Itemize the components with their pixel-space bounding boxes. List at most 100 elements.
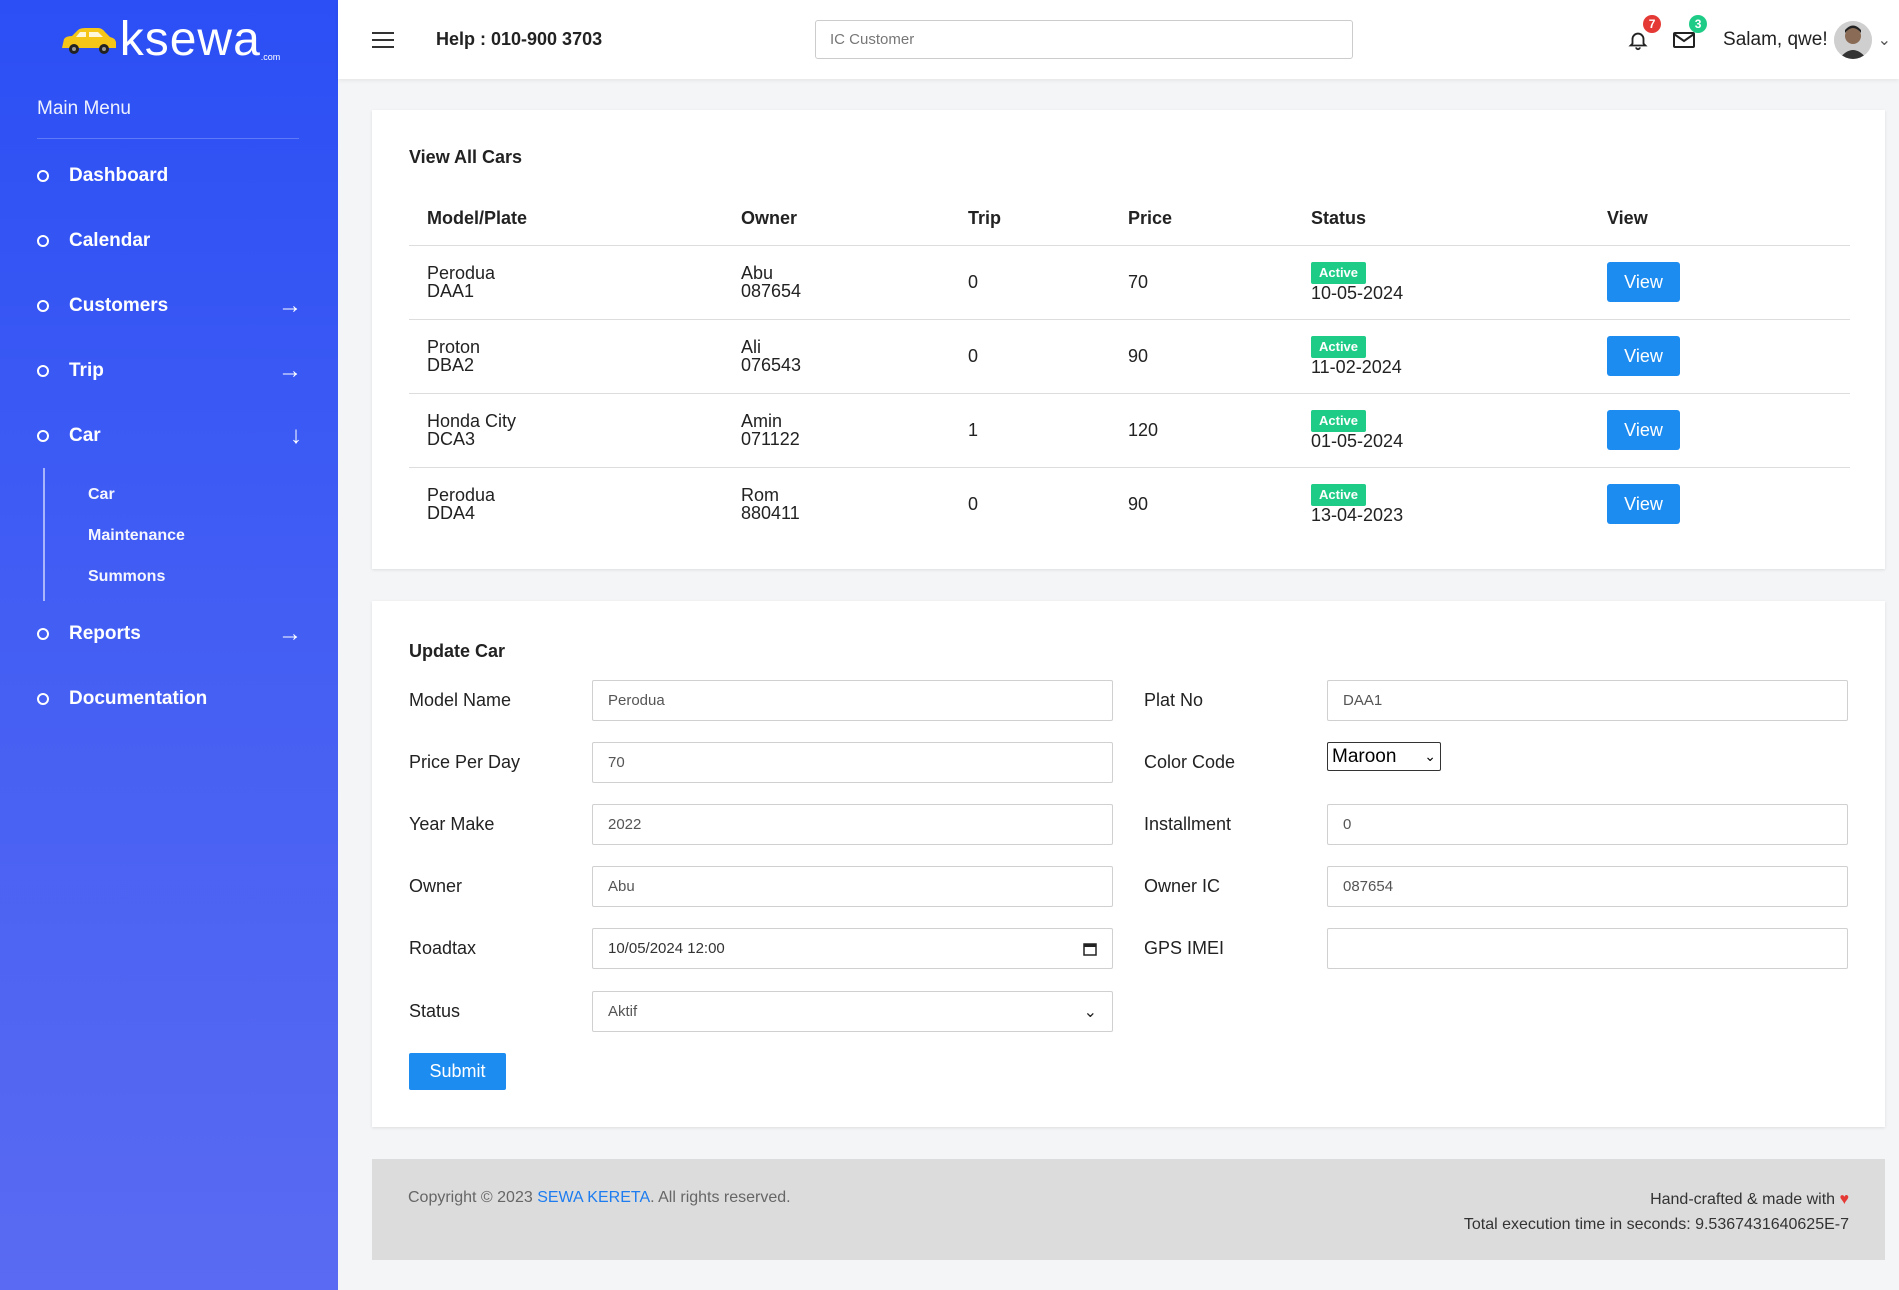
trip-cell: 0 (968, 494, 979, 515)
owner-field[interactable]: Abu (592, 866, 1113, 907)
avatar[interactable] (1833, 20, 1872, 59)
circle-icon (37, 299, 49, 312)
owner-cell: Amin 071122 (723, 393, 950, 468)
circle-icon (37, 627, 49, 640)
messages-button[interactable]: 3 (1669, 14, 1708, 55)
sidebar-item-label: Car (69, 424, 101, 446)
sidebar-item-label: Trip (69, 359, 104, 381)
table-row: Proton DBA2 Ali 076543 0 90 Active 11-02-20… (409, 319, 1850, 394)
status-select[interactable]: Aktif ⌄ (592, 991, 1113, 1032)
year-make-label: Year Make (409, 814, 495, 834)
notifications-button[interactable]: 7 (1623, 14, 1662, 55)
owner-ic: 076543 (741, 355, 802, 375)
main-nav: Dashboard Calendar Customers → Trip → Ca… (0, 143, 338, 731)
model-name-label: Model Name (409, 690, 512, 710)
status-label: Status (409, 1001, 461, 1021)
status-badge: Active (1311, 262, 1367, 284)
year-make-field[interactable]: 2022 (592, 804, 1113, 845)
view-button[interactable]: View (1607, 262, 1680, 302)
view-cell: View (1589, 393, 1850, 468)
table-row: Perodua DAA1 Abu 087654 0 70 Active 10-05-2… (409, 245, 1850, 320)
price-per-day-field[interactable]: 70 (592, 742, 1113, 783)
circle-icon (37, 364, 49, 377)
chevron-down-icon: ⌄ (1424, 748, 1436, 764)
submit-button[interactable]: Submit (409, 1053, 506, 1090)
owner-name: Abu (741, 263, 774, 283)
plat-no-row: Plat No DAA1 (1144, 680, 1848, 721)
price-cell: 90 (1128, 494, 1149, 515)
color-code-label: Color Code (1144, 752, 1236, 772)
user-greeting[interactable]: Salam, qwe! (1723, 28, 1828, 50)
gps-imei-row: GPS IMEI (1144, 928, 1848, 969)
hamburger-menu-icon[interactable] (372, 31, 394, 48)
year-make-row: Year Make 2022 (409, 804, 1113, 845)
installment-field[interactable]: 0 (1327, 804, 1848, 845)
roadtax-datetime-field[interactable]: 10/05/2024 12:00 (592, 928, 1113, 969)
status-date: 13-04-2023 (1311, 505, 1404, 526)
sidebar-item-documentation[interactable]: Documentation (0, 666, 338, 731)
circle-icon (37, 429, 49, 442)
user-area: 7 3 Salam, qwe! ⌄ (1623, 0, 1899, 79)
handcrafted-text: Hand-crafted & made with (1650, 1191, 1836, 1208)
ic-customer-search-input[interactable] (815, 20, 1353, 59)
color-code-select[interactable]: Maroon ⌄ (1327, 742, 1441, 771)
column-header: Owner (723, 193, 950, 246)
sidebar-item-trip[interactable]: Trip → (0, 338, 338, 403)
plat-no-label: Plat No (1144, 690, 1204, 710)
model-name-row: Model Name Perodua (409, 680, 1113, 721)
sidebar-item-dashboard[interactable]: Dashboard (0, 143, 338, 208)
owner-ic-row: Owner IC 087654 (1144, 866, 1848, 907)
view-button[interactable]: View (1607, 484, 1680, 525)
sidebar-item-reports[interactable]: Reports → (0, 601, 338, 666)
car-logo-icon (61, 28, 116, 54)
model-plate-cell: Perodua DDA4 (409, 467, 723, 541)
owner-ic: 880411 (741, 503, 800, 524)
price-cell: 90 (1110, 319, 1293, 394)
gps-imei-field[interactable] (1327, 928, 1848, 969)
view-cell: View (1589, 467, 1850, 541)
footer-right: Hand-crafted & made with ♥ Total executi… (1464, 1187, 1849, 1237)
submenu-item-maintenance[interactable]: Maintenance (88, 526, 185, 544)
price-per-day-row: Price Per Day 70 (409, 742, 1113, 783)
model-name-field[interactable]: Perodua (592, 680, 1113, 721)
user-avatar-icon (1833, 20, 1872, 59)
car-plate: DAA1 (427, 281, 475, 301)
status-badge: Active (1311, 410, 1367, 432)
plat-no-field[interactable]: DAA1 (1327, 680, 1848, 721)
sidebar-item-customers[interactable]: Customers → (0, 273, 338, 338)
envelope-icon (1673, 31, 1696, 48)
card-title: Update Car (409, 641, 506, 661)
submenu-item-car[interactable]: Car (88, 485, 115, 503)
column-header: Model/Plate (409, 193, 723, 246)
installment-row: Installment 0 (1144, 804, 1848, 845)
chevron-down-icon[interactable]: ⌄ (1877, 31, 1891, 49)
owner-name: Ali (741, 337, 762, 357)
owner-row: Owner Abu (409, 866, 1113, 907)
owner-ic-field[interactable]: 087654 (1327, 866, 1848, 907)
color-code-row: Color Code Maroon ⌄ (1144, 742, 1441, 783)
column-header: Price (1110, 193, 1293, 246)
sewa-kereta-link[interactable]: SEWA KERETA (537, 1189, 651, 1206)
footer: Copyright © 2023 SEWA KERETA. All rights… (372, 1159, 1885, 1260)
sidebar-item-label: Customers (69, 294, 169, 316)
owner-cell: Rom 880411 (723, 467, 950, 541)
submenu-item-summons[interactable]: Summons (88, 567, 166, 585)
owner-ic: 071122 (741, 429, 800, 449)
view-button[interactable]: View (1607, 336, 1680, 376)
sidebar-item-label: Calendar (69, 229, 151, 251)
trip-cell: 0 (950, 245, 1110, 320)
circle-icon (37, 169, 49, 182)
circle-icon (37, 692, 49, 705)
calendar-icon[interactable] (1083, 942, 1097, 956)
car-model: Perodua (427, 485, 496, 506)
owner-name: Amin (741, 411, 783, 431)
brand-logo[interactable]: ksewa .com (0, 0, 338, 80)
sidebar-item-calendar[interactable]: Calendar (0, 208, 338, 273)
chevron-down-icon: ⌄ (1083, 1003, 1097, 1021)
owner-ic: 087654 (741, 281, 802, 301)
view-button[interactable]: View (1607, 410, 1680, 450)
sidebar-item-car[interactable]: Car ↓ (0, 403, 338, 468)
notification-count-badge: 7 (1643, 14, 1662, 33)
owner-cell: Ali 076543 (723, 319, 950, 394)
car-plate: DCA3 (427, 429, 476, 449)
